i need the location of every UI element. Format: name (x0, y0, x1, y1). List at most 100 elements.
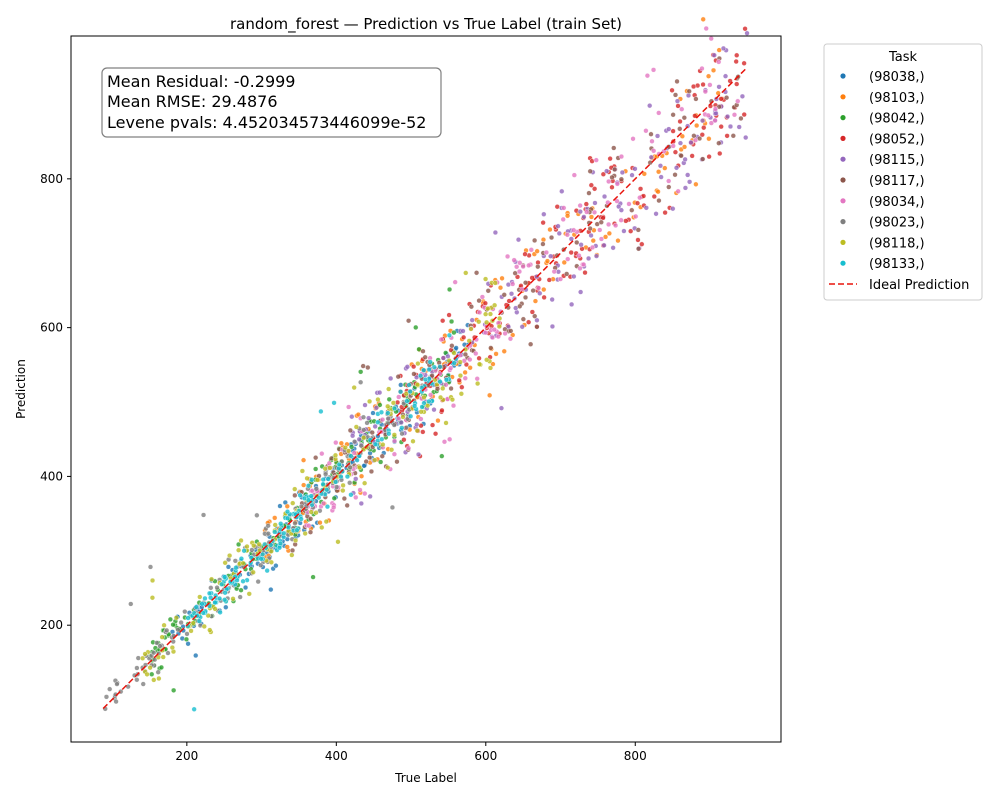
scatter-point (724, 133, 730, 139)
scatter-point (185, 641, 191, 647)
scatter-point (628, 228, 634, 234)
scatter-point (601, 242, 607, 248)
scatter-point (175, 627, 181, 633)
scatter-point (255, 579, 261, 585)
scatter-point (360, 414, 367, 420)
scatter-point (272, 515, 278, 521)
scatter-point (350, 433, 356, 439)
scatter-point (609, 174, 615, 180)
scatter-point (657, 163, 664, 169)
scatter-point (716, 59, 722, 65)
scatter-point (532, 298, 539, 304)
scatter-point (598, 236, 605, 242)
scatter-point (344, 502, 350, 509)
scatter-point (716, 84, 722, 90)
scatter-point (320, 481, 326, 487)
scatter-point (699, 118, 706, 124)
scatter-point (147, 665, 153, 671)
x-tick-label: 200 (175, 749, 198, 763)
scatter-point (443, 382, 449, 388)
scatter-point (718, 124, 724, 130)
scatter-point (284, 503, 290, 509)
scatter-point (589, 158, 595, 164)
stats-mean-residual: Mean Residual: -0.2999 (107, 72, 295, 91)
scatter-point (711, 52, 717, 58)
scatter-point (446, 286, 453, 293)
scatter-point (421, 394, 427, 400)
scatter-point (561, 259, 567, 266)
scatter-point (362, 480, 368, 486)
scatter-point (677, 140, 684, 146)
scatter-point (385, 420, 391, 426)
scatter-point (320, 477, 326, 483)
scatter-point (614, 181, 620, 187)
scatter-point (431, 407, 437, 413)
scatter-point (318, 408, 324, 415)
scatter-point (739, 93, 746, 99)
scatter-point (170, 622, 176, 628)
scatter-point (165, 650, 171, 656)
scatter-point (406, 318, 412, 324)
y-tick-label: 800 (40, 172, 63, 186)
scatter-point (200, 512, 207, 518)
scatter-point (208, 576, 215, 582)
scatter-point (511, 257, 517, 263)
scatter-point (272, 529, 278, 535)
scatter-point (522, 251, 528, 257)
legend-marker (840, 260, 846, 266)
scatter-point (418, 423, 424, 429)
scatter-point (461, 334, 467, 341)
scatter-point (700, 16, 706, 22)
scatter-point (412, 403, 418, 409)
scatter-point (519, 324, 525, 330)
scatter-point (734, 81, 740, 87)
scatter-point (420, 429, 426, 435)
scatter-point (534, 317, 540, 323)
scatter-point (522, 294, 529, 301)
scatter-point (672, 92, 679, 98)
x-axis-label: True Label (394, 771, 457, 785)
scatter-point (238, 556, 245, 562)
scatter-point (397, 389, 404, 395)
scatter-point (128, 601, 134, 607)
legend-marker (840, 94, 846, 100)
scatter-point (528, 247, 534, 253)
scatter-point (656, 151, 662, 157)
scatter-point (357, 464, 363, 471)
scatter-point (281, 530, 287, 536)
scatter-point (629, 207, 635, 213)
scatter-point (201, 623, 207, 630)
scatter-point (644, 73, 651, 79)
scatter-point (149, 671, 155, 677)
scatter-point (313, 486, 319, 492)
scatter-point (577, 202, 583, 209)
scatter-point (208, 585, 214, 591)
scatter-point (216, 595, 223, 602)
scatter-point (449, 397, 456, 403)
scatter-point (504, 253, 511, 260)
scatter-point (254, 512, 260, 518)
scatter-point (634, 200, 641, 206)
scatter-point (319, 451, 325, 457)
scatter-point (284, 515, 291, 521)
scatter-point (662, 210, 668, 216)
scatter-point (637, 195, 643, 201)
scatter-point (670, 128, 676, 134)
legend-marker (840, 135, 846, 141)
scatter-point (238, 537, 244, 544)
y-tick-label: 600 (40, 321, 63, 335)
scatter-point (588, 232, 594, 239)
scatter-point (242, 584, 249, 591)
scatter-point (540, 220, 546, 226)
legend-marker (840, 239, 846, 245)
scatter-point (302, 530, 308, 537)
plot-frame (70, 35, 782, 743)
scatter-point (241, 548, 247, 554)
scatter-point (741, 111, 747, 118)
scatter-point (672, 172, 678, 178)
scatter-point (292, 492, 298, 498)
scatter-point (621, 228, 627, 234)
scatter-point (492, 302, 498, 308)
scatter-point (593, 157, 599, 163)
scatter-point (346, 404, 352, 410)
